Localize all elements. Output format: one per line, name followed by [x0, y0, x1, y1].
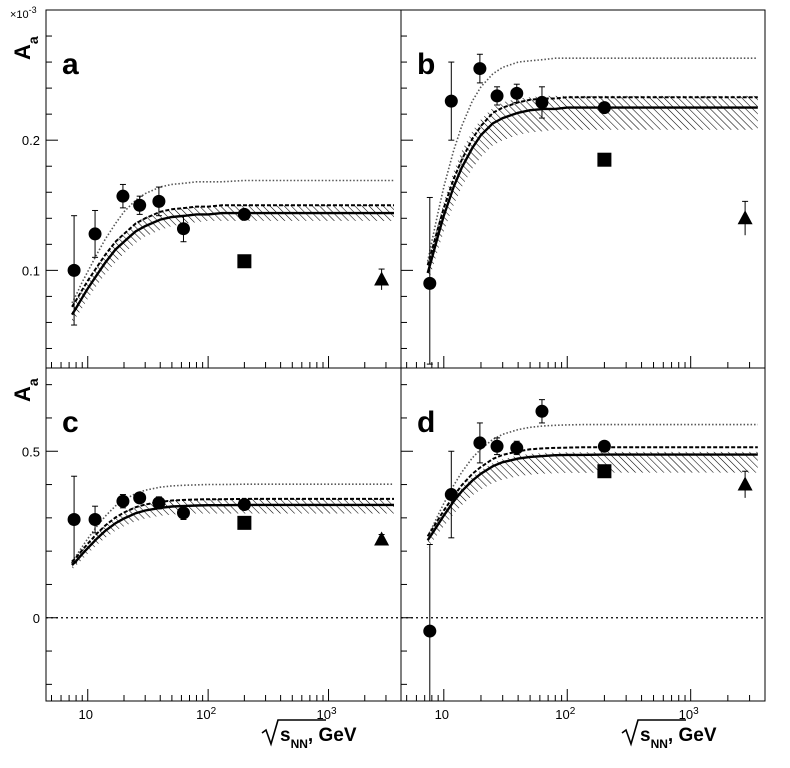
panel-b-square-point — [597, 152, 612, 167]
panel-c-dashed-curve — [71, 497, 394, 563]
panel-c-x-tick-label: 102 — [196, 706, 216, 723]
panel-d-circle-point — [473, 436, 487, 450]
panel-b-hatched-band — [427, 95, 758, 284]
panel-a-solid-curve — [70, 211, 394, 316]
panel-a-circle-point — [176, 222, 190, 236]
panel-d-hatched-band — [427, 451, 758, 548]
panel-a-circle-point — [133, 198, 147, 212]
panel-c-circle-point — [237, 498, 251, 512]
panel-a-frame — [45, 9, 402, 369]
panel-a-square-point — [237, 254, 252, 269]
panel-a-triangle-point — [374, 271, 390, 286]
panel-c-circle-point — [88, 513, 102, 527]
bottom-ylabel-sub: a — [25, 378, 41, 386]
bottom-ylabel-main: A — [10, 386, 35, 402]
x-tick-labels: 10 102 103 10 102 103 — [79, 706, 700, 723]
panel-a-circle-point — [88, 227, 102, 241]
top-multiplier: ×10-3 — [10, 5, 37, 21]
x-axis-title-right-s: s — [640, 725, 651, 746]
x-axis-title-left-s: s — [280, 725, 291, 746]
panel-c-letter: c — [62, 406, 79, 439]
panel-c-triangle-point — [374, 531, 390, 546]
panel-d-square-point — [597, 464, 612, 479]
panel-a-circle-point — [152, 194, 166, 208]
panel-a-circle-point — [116, 189, 130, 203]
x-axis-title-left-sub: NN — [291, 737, 308, 751]
sqrt-symbol-right — [621, 719, 686, 747]
panel-d-circle-point — [423, 624, 437, 638]
panel-b-dotted-curve — [426, 57, 758, 262]
top-ylabel: Aa — [10, 36, 41, 60]
panel-b-letter: b — [417, 48, 435, 81]
panel-a-hatched-band — [72, 205, 394, 323]
panel-a-circle-point — [237, 207, 251, 221]
panel-b-dashed-curve — [426, 96, 758, 266]
panel-d-plot — [401, 384, 766, 701]
panel-c-x-tick-label: 103 — [317, 706, 337, 723]
panel-a-plot — [46, 9, 402, 368]
panel-d-letter: d — [417, 406, 435, 439]
panel-c-solid-curve — [71, 503, 394, 566]
panel-b-circle-point — [423, 276, 437, 290]
panel-a-dashed-curve — [71, 204, 394, 308]
panel-d-solid-curve — [426, 453, 758, 541]
panel-d-dashed-curve — [426, 446, 758, 537]
x-axis-title-left-text: sNN, GeV — [280, 725, 357, 751]
panel-d-triangle-point — [737, 476, 753, 491]
panel-b-solid-curve — [426, 106, 758, 274]
panel-c-square-point — [237, 515, 252, 530]
panel-a-y-tick-label: 0.2 — [22, 133, 40, 148]
x-axis-title-left: sNN, GeV — [261, 719, 357, 751]
panel-d-x-tick-label: 103 — [679, 706, 699, 723]
panel-b-circle-point — [510, 86, 524, 100]
panel-c-y-tick-label: 0 — [33, 611, 40, 626]
y-tick-labels: 0.1 0.2 0 0.5 — [22, 133, 40, 626]
panel-b-plot — [401, 9, 766, 368]
panel-c-circle-point — [152, 496, 166, 510]
top-multiplier-base: ×10 — [10, 9, 29, 21]
panel-c-y-tick-label: 0.5 — [22, 444, 40, 459]
panel-c-circle-point — [176, 506, 190, 520]
panel-d-circle-point — [597, 439, 611, 453]
panel-d-circle-point — [490, 439, 504, 453]
top-multiplier-exp: -3 — [29, 5, 37, 15]
panel-b-triangle-point — [737, 210, 753, 225]
panel-c-circle-point — [133, 491, 147, 505]
panel-d-circle-point — [535, 404, 549, 418]
panel-d-x-tick-label: 10 — [435, 707, 449, 722]
panel-b-circle-point — [597, 101, 611, 115]
panel-a-circle-point — [67, 263, 81, 277]
panel-b-circle-point — [444, 94, 458, 108]
panel-c-plot — [46, 384, 402, 701]
panel-d-frame — [400, 367, 766, 702]
x-axis-title-right-post: , GeV — [668, 725, 717, 746]
sqrt-symbol-left — [261, 719, 326, 747]
panel-c-x-tick-label: 10 — [79, 707, 93, 722]
panel-a-letter: a — [62, 48, 79, 81]
panel-b-circle-point — [473, 62, 487, 76]
panel-c-circle-point — [116, 494, 130, 508]
top-ylabel-main: A — [10, 44, 35, 60]
panel-b-circle-point — [535, 95, 549, 109]
x-axis-title-right-text: sNN, GeV — [640, 725, 717, 751]
panel-d-x-tick-label: 102 — [555, 706, 575, 723]
panel-b-circle-point — [490, 89, 504, 103]
top-ylabel-sub: a — [25, 36, 41, 44]
panel-d-circle-point — [510, 441, 524, 455]
panel-c-circle-point — [67, 513, 81, 527]
x-axis-title-right: sNN, GeV — [621, 719, 717, 751]
panel-c-dotted-curve — [71, 483, 394, 562]
x-axis-title-right-sub: NN — [651, 737, 668, 751]
panel-d-circle-point — [444, 488, 458, 502]
panel-a-y-tick-label: 0.1 — [22, 263, 40, 278]
panel-c-hatched-band — [72, 498, 394, 570]
x-axis-title-left-post: , GeV — [308, 725, 357, 746]
bottom-ylabel: Aa — [10, 378, 41, 402]
